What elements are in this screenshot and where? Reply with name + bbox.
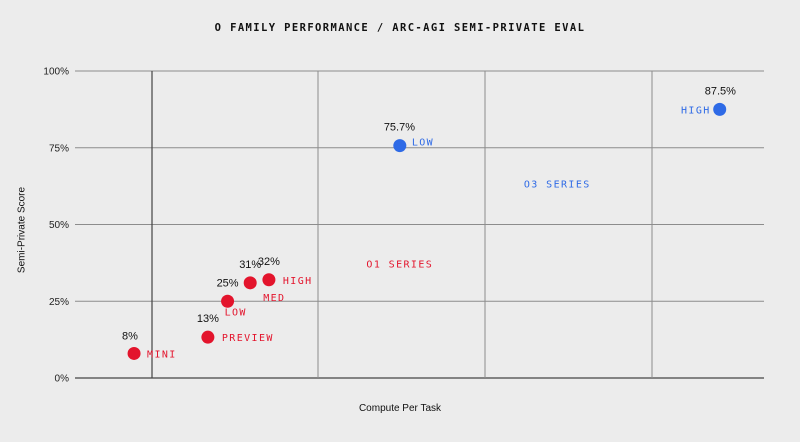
data-point bbox=[127, 346, 141, 360]
data-point bbox=[393, 139, 407, 153]
data-point-value-label: 13% bbox=[197, 313, 219, 325]
x-axis-label: Compute Per Task bbox=[358, 403, 442, 414]
data-point-value-label: 87.5% bbox=[705, 85, 736, 97]
data-point-value-label: 8% bbox=[122, 330, 138, 342]
data-point bbox=[713, 102, 727, 116]
data-point-name-label: PREVIEW bbox=[222, 333, 274, 344]
y-tick-label: 100% bbox=[43, 67, 69, 78]
data-point-value-label: 25% bbox=[217, 277, 239, 289]
data-point-name-label: LOW bbox=[225, 307, 247, 318]
data-point-value-label: 32% bbox=[258, 256, 280, 268]
data-point bbox=[243, 276, 257, 290]
data-point-name-label: MED bbox=[263, 293, 285, 304]
data-point-name-label: MINI bbox=[147, 349, 177, 360]
data-point-value-label: 75.7% bbox=[384, 122, 415, 134]
y-tick-label: 75% bbox=[49, 143, 69, 154]
data-point-name-label: HIGH bbox=[681, 105, 711, 116]
data-point bbox=[201, 330, 215, 344]
data-point-name-label: LOW bbox=[412, 138, 434, 149]
y-tick-label: 0% bbox=[55, 374, 70, 385]
data-point bbox=[221, 294, 235, 308]
chart-title: O FAMILY PERFORMANCE / ARC-AGI SEMI-PRIV… bbox=[214, 22, 586, 34]
y-tick-label: 50% bbox=[49, 220, 69, 231]
series-region-label: O3 SERIES bbox=[524, 180, 591, 191]
data-point-value-label: 31% bbox=[239, 259, 261, 271]
y-tick-label: 25% bbox=[49, 297, 69, 308]
data-point bbox=[262, 273, 276, 287]
data-point-name-label: HIGH bbox=[283, 276, 313, 287]
series-region-label: O1 SERIES bbox=[366, 259, 433, 270]
